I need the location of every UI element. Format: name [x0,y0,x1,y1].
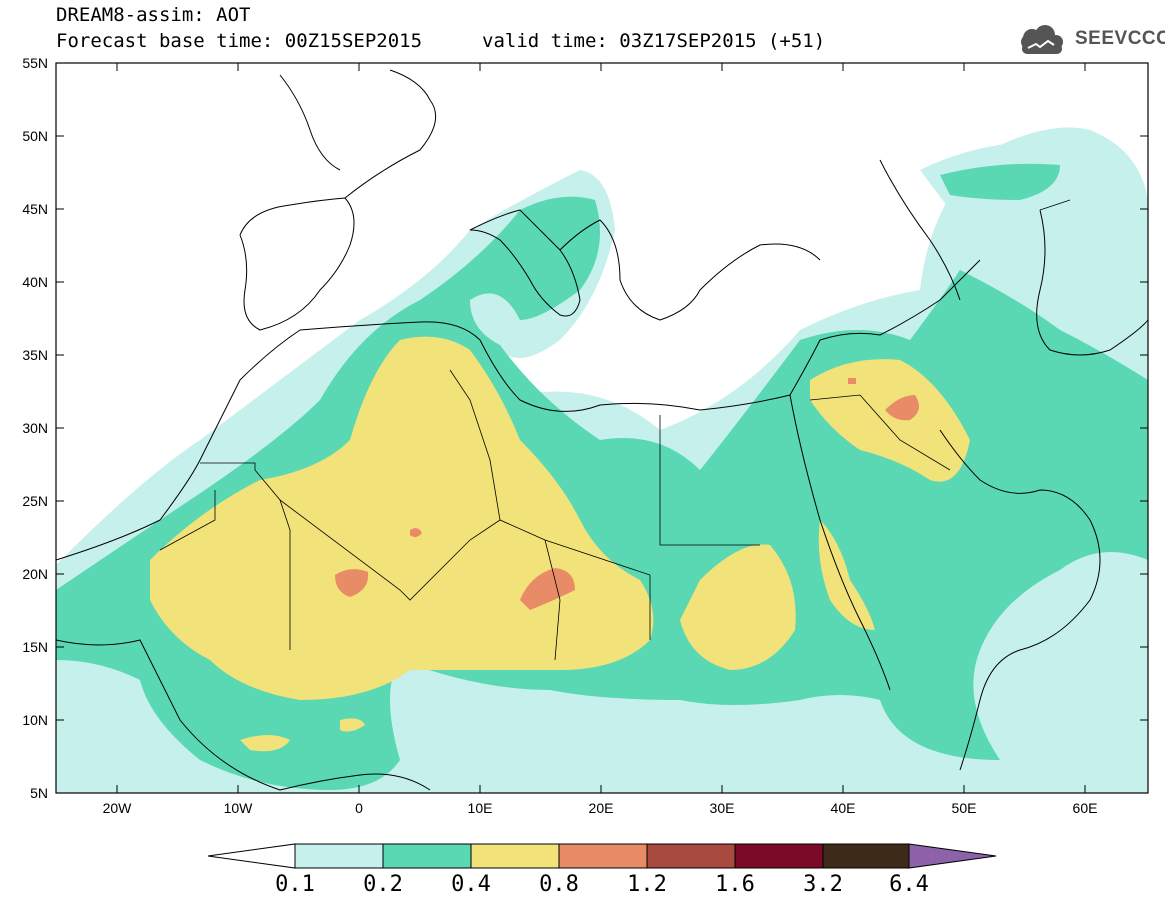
aot-band-0.4 [150,336,970,752]
lon-label: 20E [588,800,614,816]
logo-label: SEEVCCC [1075,28,1165,49]
lat-label: 55N [22,55,48,71]
lon-label: 60E [1072,800,1098,816]
cloud-icon [1021,25,1063,54]
lon-label: 10E [467,800,493,816]
colorbar [207,843,997,869]
lon-label: 20W [102,800,132,816]
lat-label: 50N [22,128,48,144]
lat-ticks [56,62,1148,721]
forecast-base-time: Forecast base time: 00Z15SEP2015 [56,30,423,52]
colorbar-label: 3.2 [803,872,843,897]
colorbar-label: 0.4 [451,872,491,897]
lat-label: 20N [22,566,48,582]
lon-label: 0 [355,800,363,816]
colorbar-over-triangle [908,843,997,869]
colorbar-swatch [382,843,472,869]
colorbar-swatch [646,843,736,869]
colorbar-swatch [294,843,384,869]
coastlines [56,69,1148,791]
lon-label: 10W [223,800,253,816]
colorbar-label: 1.6 [715,872,755,897]
colorbar-under-triangle [207,843,296,869]
lat-label: 45N [22,201,48,217]
colorbar-swatch [822,843,910,869]
valid-time: valid time: 03Z17SEP2015 (+51) [482,30,826,52]
colorbar-label: 0.2 [363,872,403,897]
lat-label: 15N [22,639,48,655]
lat-label: 35N [22,347,48,363]
colorbar-label: 0.8 [539,872,579,897]
aot-field [56,127,1148,793]
seevccc-logo [1021,25,1063,54]
colorbar-swatch [470,843,560,869]
lat-label: 10N [22,712,48,728]
lon-label: 30E [709,800,735,816]
colorbar-label: 1.2 [627,872,667,897]
map-title: DREAM8-assim: AOT [56,4,251,26]
borders [159,199,1071,661]
lat-label: 25N [22,493,48,509]
colorbar-swatch [734,843,824,869]
aot-band-0.8 [335,378,919,610]
lon-ticks [116,63,1086,793]
lat-label: 40N [22,274,48,290]
lat-label: 30N [22,420,48,436]
lat-label: 5N [30,785,48,801]
lon-label: 40E [830,800,856,816]
colorbar-label: 0.1 [275,872,315,897]
colorbar-label: 6.4 [889,872,929,897]
colorbar-swatch [558,843,648,869]
lon-label: 50E [951,800,977,816]
